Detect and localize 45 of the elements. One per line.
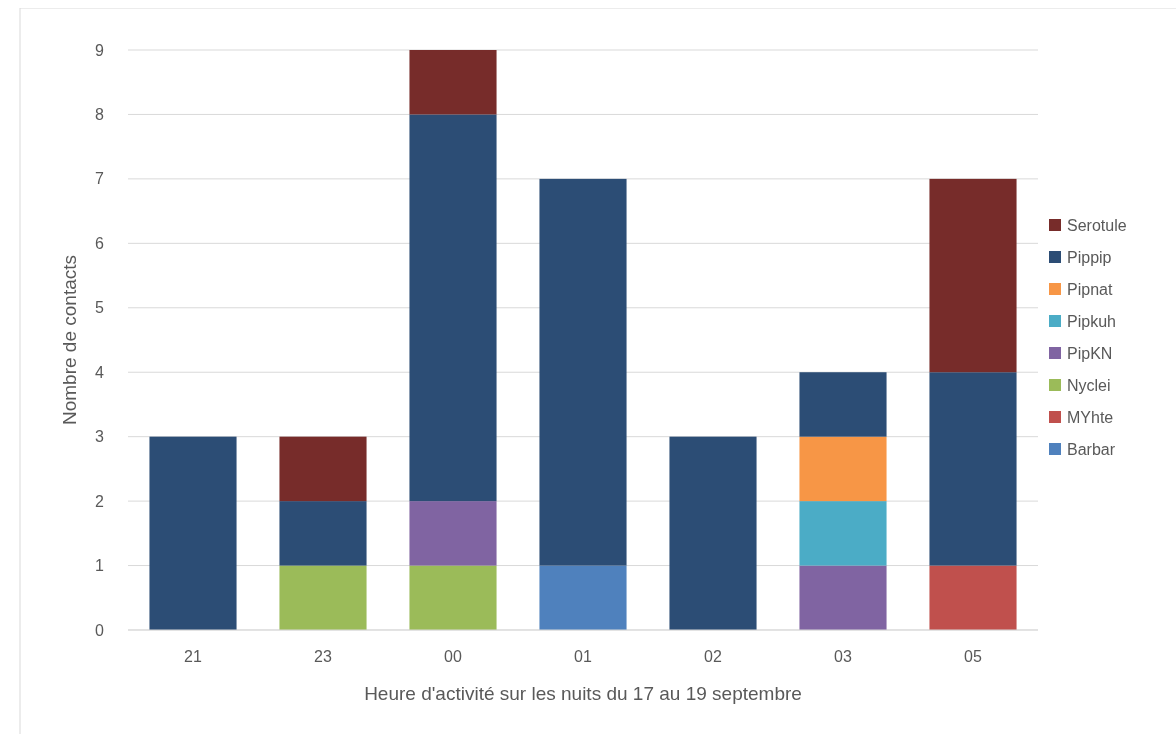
legend-label: Pipnat (1067, 280, 1113, 298)
bar (929, 565, 1017, 630)
bar (929, 372, 1017, 566)
y-tick-label: 5 (95, 299, 105, 317)
legend-label: Barbar (1067, 440, 1116, 458)
bar (539, 565, 627, 630)
bar (799, 565, 887, 630)
bar (279, 501, 367, 566)
bar (799, 501, 887, 566)
bar (409, 114, 497, 502)
y-tick-label: 4 (95, 363, 105, 381)
bar (929, 178, 1017, 373)
bar (799, 372, 887, 437)
x-tick-label: 03 (834, 647, 852, 665)
x-tick-label: 02 (704, 647, 722, 665)
x-tick-label: 01 (574, 647, 592, 665)
legend-label: PipKN (1067, 344, 1113, 362)
x-tick-label: 00 (444, 647, 462, 665)
legend-label: Pippip (1067, 248, 1112, 266)
bar (409, 501, 497, 566)
bar (279, 436, 367, 502)
y-tick-label: 3 (95, 428, 105, 446)
legend-label: Serotule (1067, 216, 1127, 234)
x-tick-label: 05 (964, 647, 982, 665)
x-tick-label: 21 (184, 647, 202, 665)
y-tick-label: 1 (95, 557, 105, 575)
y-axis-title: Nombre de contacts (59, 254, 80, 426)
y-tick-label: 8 (95, 106, 105, 124)
bar (279, 565, 367, 630)
bar (409, 565, 497, 630)
y-tick-label: 7 (95, 170, 105, 188)
y-tick-label: 9 (95, 41, 105, 59)
bar (799, 436, 887, 502)
bar (409, 50, 497, 115)
bar (149, 436, 237, 630)
bar (669, 436, 757, 630)
bar (539, 178, 627, 566)
x-tick-label: 23 (314, 647, 332, 665)
y-tick-label: 6 (95, 234, 105, 252)
legend-label: Nyclei (1067, 376, 1111, 394)
y-tick-label: 2 (95, 492, 105, 510)
y-tick-label: 0 (95, 621, 105, 639)
legend-label: Pipkuh (1067, 312, 1116, 330)
x-axis-title: Heure d'activité sur les nuits du 17 au 19 septembre (364, 683, 802, 704)
legend-label: MYhte (1067, 408, 1114, 426)
